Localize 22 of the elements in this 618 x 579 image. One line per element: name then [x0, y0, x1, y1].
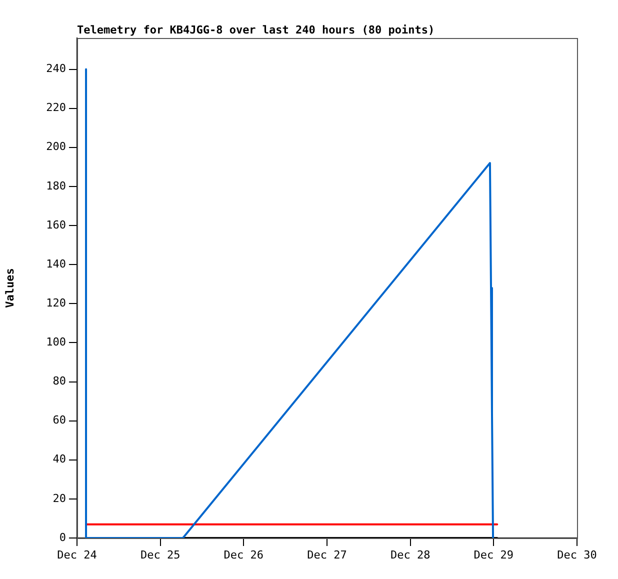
y-tick-label: 160	[46, 218, 66, 232]
y-tick-label: 140	[46, 257, 66, 270]
y-tick-label: 200	[46, 140, 66, 154]
y-tick-label: 80	[52, 374, 66, 388]
x-tick-label: Dec 29	[474, 548, 514, 562]
x-tick-label: Dec 30	[557, 548, 597, 562]
x-tick-label: Dec 24	[57, 548, 98, 562]
x-tick-label: Dec 28	[390, 548, 430, 562]
chart-title: Telemetry for KB4JGG-8 over last 240 hours (80 points)	[77, 23, 435, 36]
x-tick-label: Dec 26	[224, 548, 264, 562]
y-tick-label: 120	[46, 296, 66, 310]
y-axis-title: Values	[3, 268, 16, 308]
y-tick-label: 180	[46, 179, 66, 192]
x-tick-label: Dec 27	[307, 548, 347, 562]
y-tick-label: 0	[59, 530, 66, 544]
y-tick-label: 20	[52, 492, 66, 505]
x-tick-label: Dec 25	[140, 548, 180, 562]
y-tick-label: 60	[52, 414, 66, 427]
y-tick-label: 100	[46, 336, 66, 349]
y-tick-label: 240	[46, 62, 66, 76]
y-tick-label: 40	[52, 452, 66, 466]
y-tick-label: 220	[46, 101, 66, 114]
